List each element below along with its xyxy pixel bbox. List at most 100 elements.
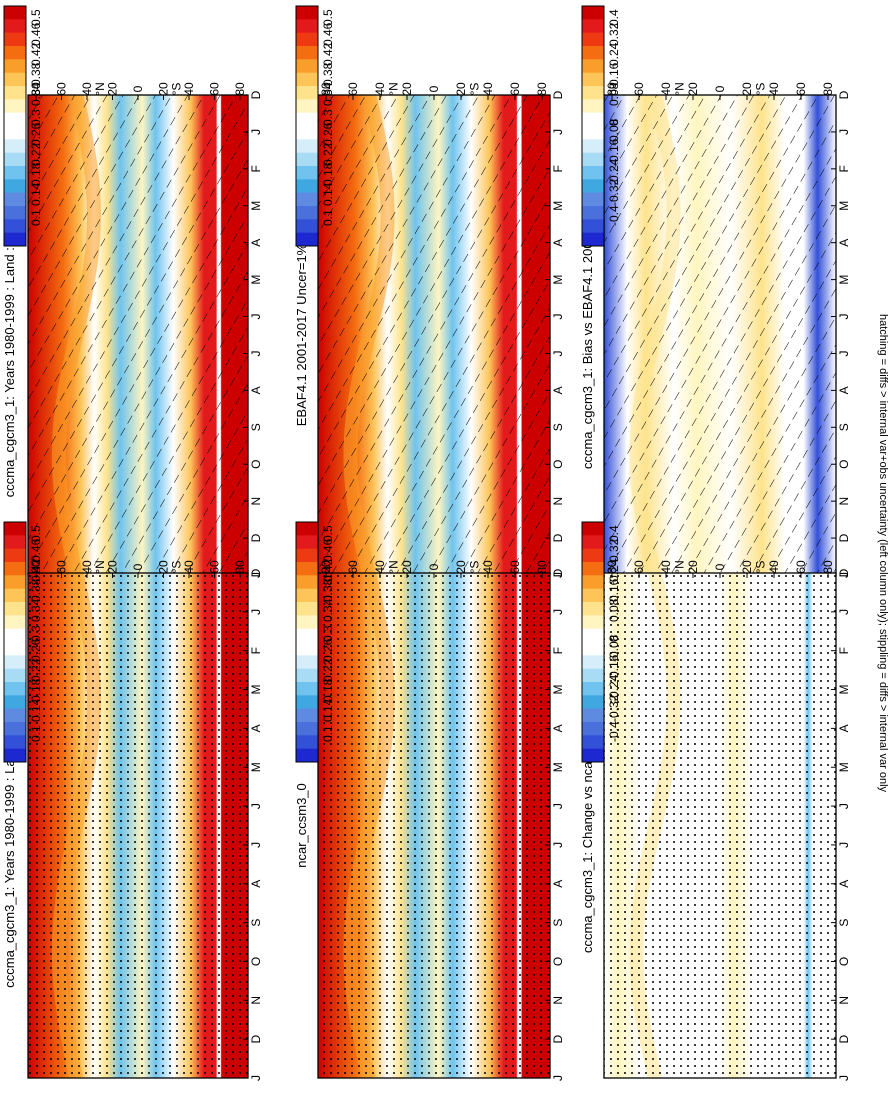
colorbar-label: -0.24 [607, 158, 621, 186]
colorbar-swatch [4, 32, 26, 47]
colorbar-difference: 0.40.320.240.160.08 0-0.08-0.16-0.24-0.32… [581, 5, 621, 247]
lat-tick-label: 40 [481, 82, 495, 96]
lat-tick-label: 0 [713, 85, 727, 92]
colorbar-swatch [4, 575, 26, 590]
colorbar-swatch [4, 722, 26, 736]
month-tick-label: O [249, 957, 263, 966]
month-tick-label: J [249, 572, 263, 578]
month-tick-label: N [551, 996, 565, 1005]
lat-tick-label: 0 [427, 563, 441, 570]
heatmap-panel-right-top: cccma_cgcm3_1: Years 1980-1999 : Land : … [2, 560, 263, 1081]
colorbar-label: 0.42 [29, 42, 43, 66]
lat-tick-label: 60 [508, 560, 522, 574]
colorbar-swatch [4, 562, 26, 576]
month-tick-label: M [837, 201, 851, 211]
lat-tick-label: 40 [659, 560, 673, 574]
month-tick-label: D [249, 1034, 263, 1043]
colorbar-label: 0.38 [29, 62, 43, 86]
month-tick-label: D [837, 533, 851, 542]
month-tick-label: J [837, 1075, 851, 1081]
lat-tick-label: 60 [208, 82, 222, 96]
colorbar-swatch [582, 206, 604, 220]
lat-tick-label: 80 [821, 560, 835, 574]
colorbar-label: 0.24 [607, 558, 621, 582]
colorbar-swatch [4, 139, 26, 154]
month-tick-label: A [249, 239, 263, 247]
lat-tick-label: 40 [182, 560, 196, 574]
colorbar-swatch [296, 615, 318, 630]
colorbar-swatch [4, 588, 26, 603]
month-tick-label: S [249, 423, 263, 431]
lat-tick-label: 60 [55, 82, 69, 96]
month-tick-label: J [551, 842, 565, 848]
colorbar-swatch [296, 72, 318, 87]
month-tick-label: J [837, 129, 851, 135]
hatching-overlay [318, 95, 550, 575]
colorbar-swatch [296, 152, 318, 167]
colorbar-label: 0.22 [29, 658, 43, 682]
colorbar-swatch [4, 192, 26, 207]
month-tick-label: S [249, 919, 263, 927]
lat-tick-label: 80 [319, 82, 333, 96]
colorbar-swatch [4, 602, 26, 616]
colorbar-frame [581, 5, 605, 247]
colorbar-label: 0.34 [29, 82, 43, 106]
colorbar-label: 0.26 [29, 638, 43, 662]
colorbar-label: 0.26 [321, 638, 335, 662]
month-tick-label: M [837, 762, 851, 772]
colorbar-label: -0.32 [607, 178, 621, 206]
colorbar-swatch [582, 219, 604, 234]
colorbar-swatch [582, 708, 604, 723]
lat-tick-label: 80 [605, 82, 619, 96]
colorbar-swatch [296, 655, 318, 670]
colorbar-swatch [4, 535, 26, 550]
lat-tick-label: 40 [373, 560, 387, 574]
lat-tick-label: 20 [740, 560, 754, 574]
colorbar-swatch [4, 642, 26, 656]
lat-hemisphere-north: °N [387, 82, 401, 95]
lat-hemisphere-south: °S [169, 83, 183, 96]
lat-tick-label: 20 [157, 82, 171, 96]
colorbar-label: 0.18 [321, 162, 335, 186]
heatmap-panel-right-middle: ncar_ccsm3_080 60 40 20 0 20 40 60 80°N °S DJFMAMJ… [294, 560, 565, 1081]
colorbar-label: 0.46 [29, 538, 43, 562]
colorbar-label: 0.26 [29, 122, 43, 146]
colorbar-label: 0.38 [29, 578, 43, 602]
heatmap-field [604, 95, 836, 575]
colorbar-swatch [296, 126, 318, 140]
lat-tick-label: 80 [29, 82, 43, 96]
colorbar-swatch [296, 139, 318, 154]
colorbar-swatch [296, 668, 318, 683]
colorbar-swatch [582, 668, 604, 683]
colorbar-label: 0.34 [29, 598, 43, 622]
stippling-overlay [318, 573, 550, 1078]
colorbar-label: 0.22 [29, 142, 43, 166]
colorbar-label: 0.38 [321, 578, 335, 602]
colorbar-swatch [582, 192, 604, 207]
month-tick-label: M [837, 275, 851, 285]
lat-tick-label: 40 [373, 82, 387, 96]
colorbar-swatch [582, 575, 604, 590]
lat-tick-label: 60 [508, 82, 522, 96]
colorbar-swatch [296, 86, 318, 100]
lat-hemisphere-north: °N [387, 560, 401, 573]
colorbar-label: 0.16 [607, 62, 621, 86]
month-tick-label: F [837, 647, 851, 654]
lat-tick-label: 60 [346, 560, 360, 574]
colorbar-swatch [296, 232, 318, 247]
lat-tick-label: 20 [686, 560, 700, 574]
lat-tick-label: 20 [106, 82, 120, 96]
month-tick-label: O [551, 460, 565, 469]
colorbar-swatch [296, 192, 318, 207]
month-tick-label: M [249, 275, 263, 285]
colorbar-swatch [296, 548, 318, 563]
colorbar-label: 0.22 [321, 658, 335, 682]
month-tick-label: O [551, 957, 565, 966]
colorbar-frame [295, 521, 319, 763]
colorbar-swatch [582, 562, 604, 576]
colorbar-swatch [296, 522, 318, 536]
colorbar-label: -0.08 [607, 634, 621, 662]
colorbar-swatch [4, 126, 26, 140]
lat-tick-label: 20 [106, 560, 120, 574]
lat-tick-label: 60 [794, 560, 808, 574]
